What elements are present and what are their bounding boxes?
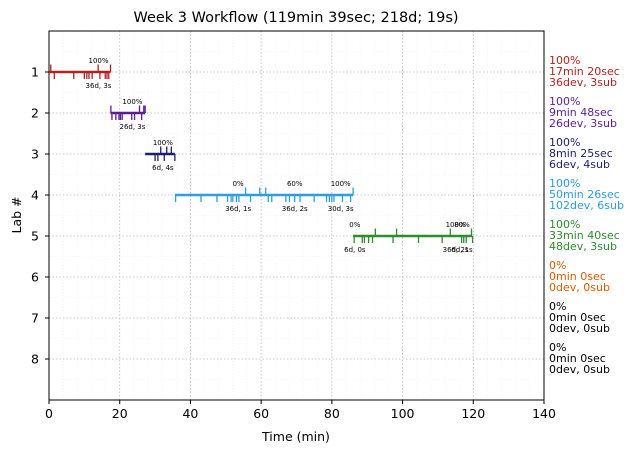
x-tick-label: 80 [324,406,340,421]
devsub-annotation: 36d, 2s [443,246,469,254]
summary-line: 100% [549,136,580,149]
lab-series: 100% 36d, 3s 100% 26d, 3s 100% 6d, 4s 0% 36d, 1… [49,57,474,254]
x-tick-label: 0 [45,406,53,421]
progress-annotation: 0% [233,180,244,188]
devsub-annotation: 26d, 3s [119,123,145,131]
summary-line: 36dev, 3sub [549,76,617,89]
summary-line: 0min 0sec [549,352,606,365]
lab-1-series: 100% 36d, 3s [49,57,112,90]
devsub-annotation: 36d, 2s [282,205,308,213]
summary-line: 17min 20sec [549,65,620,78]
progress-annotation: 100% [446,221,466,229]
x-tick-label: 100 [391,406,415,421]
lab-2-series: 100% 26d, 3s [110,98,146,131]
x-tick-label: 20 [112,406,128,421]
summary-line: 50min 26sec [549,188,620,201]
y-axis: 1 2 3 4 5 6 7 8 [31,65,49,367]
x-tick-label: 40 [182,406,198,421]
x-axis-label: Time (min) [261,429,330,444]
grid [49,31,544,400]
lab-3-series: 100% 6d, 4s [145,139,176,172]
summary-line: 0% [549,259,566,272]
chart-title: Week 3 Workflow (119min 39sec; 218d; 19s… [133,10,458,26]
y-tick-label: 8 [31,352,39,367]
summary-line: 0min 0sec [549,311,606,324]
devsub-annotation: 6d, 1s [451,246,473,254]
summary-line: 100% [549,54,580,67]
summary-line: 0% [549,300,566,313]
summary-line: 100% [549,177,580,190]
y-axis-label: Lab # [9,196,24,233]
y-tick-label: 7 [31,311,39,326]
progress-annotation: 100% [122,98,142,106]
summary-line: 33min 40sec [549,229,620,242]
devsub-annotation: 6d, 4s [152,164,174,172]
x-tick-label: 140 [532,406,556,421]
x-tick-label: 120 [461,406,485,421]
progress-annotation: 60% [287,180,303,188]
devsub-annotation: 36d, 3s [86,82,112,90]
summary-line: 0% [549,341,566,354]
summary-line: 0dev, 0sub [549,363,610,376]
progress-annotation: 100% [153,139,173,147]
progress-annotation: 0% [349,221,360,229]
devsub-annotation: 36d, 1s [225,205,251,213]
summary-line: 48dev, 3sub [549,240,617,253]
y-tick-label: 5 [31,229,39,244]
y-tick-label: 2 [31,106,39,121]
y-tick-label: 3 [31,147,39,162]
y-tick-label: 4 [31,188,39,203]
progress-annotation: 80% [454,221,470,229]
summary-line: 100% [549,218,580,231]
x-axis: 0 20 40 60 80 100 120 140 [45,400,556,421]
summary-line: 0dev, 0sub [549,322,610,335]
summary-line: 0dev, 0sub [549,281,610,294]
y-tick-label: 1 [31,65,39,80]
plot-frame [48,30,545,401]
summary-line: 26dev, 3sub [549,117,617,130]
devsub-annotation: 6d, 0s [344,246,366,254]
summary-line: 6dev, 4sub [549,158,610,171]
lab-4-series: 0% 36d, 1s 60% 36d, 2s 100% 30d, 3s [174,180,354,213]
x-tick-label: 60 [253,406,269,421]
summary-line: 9min 48sec [549,106,613,119]
progress-annotation: 100% [331,180,351,188]
summary-line: 102dev, 6sub [549,199,624,212]
summary-line: 8min 25sec [549,147,613,160]
summary-line: 0min 0sec [549,270,606,283]
devsub-annotation: 30d, 3s [328,205,354,213]
progress-annotation: 100% [88,57,108,65]
y-tick-label: 6 [31,270,39,285]
summary-line: 100% [549,95,580,108]
lab-5-series: 0% 6d, 0s 100% 36d, 2s 80% 6d, 1s [344,221,474,254]
